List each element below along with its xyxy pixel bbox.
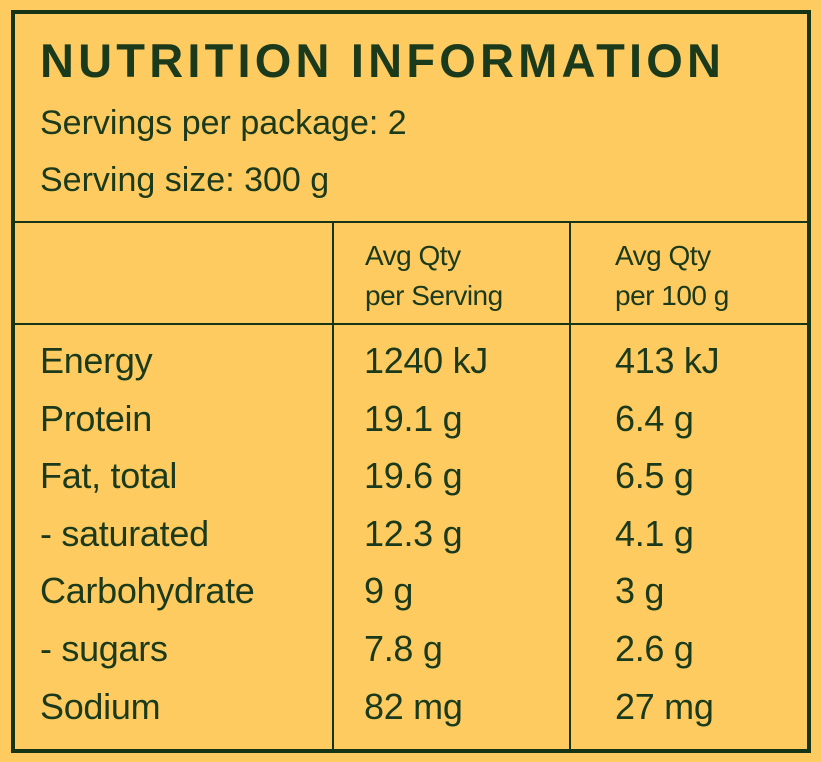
column-header-per-100g: Avg Qty per 100 g (615, 236, 729, 316)
table-row: Sodium 82 mg 27 mg (0, 686, 821, 743)
per-100g-value: 6.5 g (615, 455, 694, 497)
column-header-line: Avg Qty (365, 240, 461, 271)
nutrient-name: Carbohydrate (40, 570, 255, 612)
table-row: Protein 19.1 g 6.4 g (0, 398, 821, 455)
per-serving-value: 12.3 g (364, 512, 463, 554)
column-header-per-serving: Avg Qty per Serving (365, 236, 503, 316)
per-100g-value: 6.4 g (615, 397, 694, 439)
nutrient-name: Energy (40, 340, 153, 381)
per-100g-value: 413 kJ (615, 340, 720, 381)
header-divider (11, 221, 811, 223)
serving-size: Serving size: 300 g (40, 161, 330, 199)
per-serving-value: 9 g (364, 570, 414, 612)
per-100g-value: 27 mg (615, 685, 714, 727)
nutrient-name: Protein (40, 397, 152, 439)
per-serving-value: 19.6 g (364, 455, 463, 497)
nutrition-panel-border (11, 10, 811, 753)
panel-title: NUTRITION INFORMATION (40, 34, 726, 87)
column-divider-2 (569, 222, 571, 752)
column-header-divider (11, 323, 811, 325)
table-row: Fat, total 19.6 g 6.5 g (0, 455, 821, 512)
table-row: Carbohydrate 9 g 3 g (0, 570, 821, 627)
column-header-line: Avg Qty (615, 240, 711, 271)
per-serving-value: 82 mg (364, 685, 463, 727)
column-header-line: per 100 g (615, 280, 729, 311)
per-serving-value: 19.1 g (364, 397, 463, 439)
per-serving-value: 1240 kJ (364, 340, 488, 381)
column-divider-1 (332, 222, 334, 752)
nutrient-name: Fat, total (40, 455, 178, 497)
column-header-line: per Serving (365, 280, 503, 311)
nutrient-name: - sugars (40, 628, 168, 669)
per-100g-value: 3 g (615, 570, 665, 612)
nutrient-name: Sodium (40, 685, 161, 727)
per-100g-value: 2.6 g (615, 628, 694, 669)
per-100g-value: 4.1 g (615, 512, 694, 554)
per-serving-value: 7.8 g (364, 628, 443, 669)
table-row: - sugars 7.8 g 2.6 g (0, 628, 821, 685)
nutrient-name: - saturated (40, 512, 209, 554)
table-row: - saturated 12.3 g 4.1 g (0, 513, 821, 570)
servings-per-package: Servings per package: 2 (40, 104, 407, 142)
table-row: Energy 1240 kJ 413 kJ (0, 340, 821, 397)
